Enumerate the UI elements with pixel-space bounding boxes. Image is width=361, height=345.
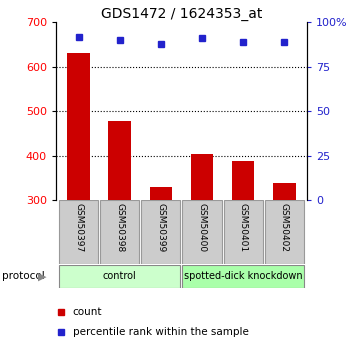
- Bar: [182, 200, 222, 264]
- Bar: [232, 161, 255, 200]
- Bar: [273, 183, 296, 200]
- Text: GSM50397: GSM50397: [74, 203, 83, 253]
- Bar: [191, 154, 213, 200]
- Bar: [182, 265, 304, 288]
- Text: count: count: [73, 307, 102, 317]
- Bar: [59, 200, 98, 264]
- Bar: [223, 200, 263, 264]
- Bar: [265, 200, 304, 264]
- Bar: [141, 200, 180, 264]
- Text: GSM50399: GSM50399: [156, 203, 165, 253]
- Title: GDS1472 / 1624353_at: GDS1472 / 1624353_at: [101, 7, 262, 21]
- Text: control: control: [103, 272, 136, 281]
- Bar: [67, 53, 90, 200]
- Text: spotted-dick knockdown: spotted-dick knockdown: [184, 272, 303, 281]
- Bar: [100, 200, 139, 264]
- Text: GSM50400: GSM50400: [197, 203, 206, 253]
- Text: percentile rank within the sample: percentile rank within the sample: [73, 327, 248, 337]
- Text: GSM50402: GSM50402: [280, 203, 289, 252]
- Text: ▶: ▶: [38, 272, 46, 281]
- Text: GSM50401: GSM50401: [239, 203, 248, 253]
- Text: protocol: protocol: [2, 272, 44, 281]
- Bar: [59, 265, 180, 288]
- Bar: [108, 121, 131, 200]
- Bar: [149, 187, 172, 200]
- Text: GSM50398: GSM50398: [115, 203, 124, 253]
